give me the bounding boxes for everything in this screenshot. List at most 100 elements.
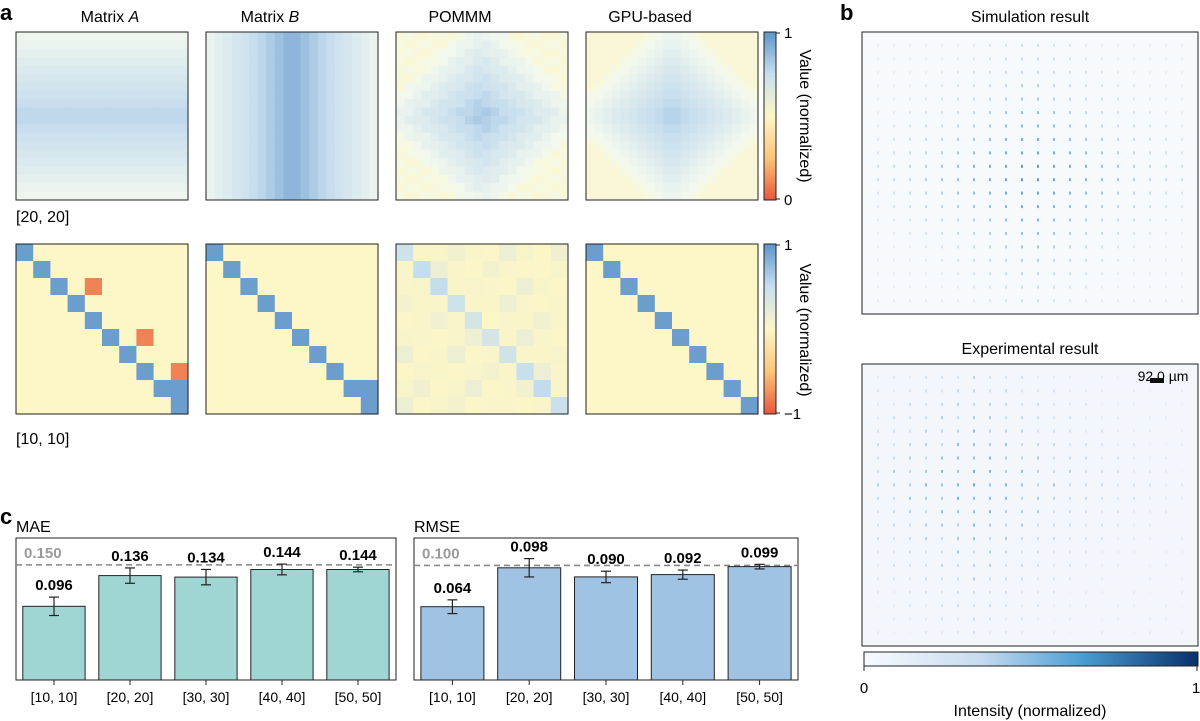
light-spot: [941, 43, 943, 47]
heatmap-cell: [620, 48, 630, 58]
heatmap-cell: [715, 174, 725, 184]
heatmap-cell: [119, 295, 137, 313]
heatmap-cell: [257, 346, 276, 364]
heatmap-cell: [723, 244, 742, 262]
heatmap-cell: [620, 346, 639, 364]
light-spot: [1037, 402, 1039, 406]
heatmap-cell: [41, 132, 51, 142]
light-spot: [989, 604, 991, 608]
value-label: 0.144: [339, 547, 377, 564]
heatmap-cell: [680, 90, 690, 100]
light-spot: [957, 164, 959, 168]
heatmap-cell: [145, 32, 155, 41]
light-spot: [957, 631, 959, 635]
heatmap-cell: [654, 380, 673, 398]
light-spot: [1149, 389, 1151, 393]
heatmap-cell: [283, 48, 293, 58]
light-spot: [1069, 563, 1071, 567]
light-spot: [973, 483, 975, 487]
heatmap-cell: [102, 191, 112, 201]
light-spot: [925, 563, 927, 567]
light-spot: [1133, 245, 1135, 249]
light-spot: [909, 137, 911, 141]
heatmap-cell: [603, 124, 613, 134]
heatmap-cell: [41, 99, 51, 109]
heatmap-cell: [119, 141, 129, 151]
heatmap-cell: [603, 116, 613, 125]
heatmap-cell: [84, 132, 94, 142]
light-spot: [1181, 563, 1183, 567]
heatmap-cell: [421, 40, 431, 50]
heatmap-cell: [637, 278, 656, 296]
heatmap-cell: [317, 82, 327, 92]
light-spot: [1037, 299, 1039, 303]
heatmap-cell: [249, 183, 259, 193]
heatmap-cell: [84, 166, 94, 176]
heatmap-cell: [343, 107, 353, 117]
light-spot: [989, 563, 991, 567]
heatmap-cell: [482, 174, 492, 184]
heatmap-cell: [473, 183, 483, 193]
heatmap-cell: [473, 166, 483, 176]
heatmap-cell: [533, 124, 543, 134]
heatmap-cell: [689, 82, 699, 92]
heatmap-cell: [723, 166, 733, 176]
light-spot: [989, 631, 991, 635]
heatmap-cell: [110, 90, 120, 100]
light-spot: [925, 550, 927, 554]
heatmap-cell: [292, 261, 310, 279]
heatmap-cell: [102, 363, 120, 381]
light-spot: [909, 205, 911, 209]
heatmap-cell: [292, 82, 302, 92]
heatmap-cell: [672, 48, 682, 58]
heatmap-cell: [206, 166, 216, 176]
light-spot: [877, 218, 879, 222]
heatmap-cell: [663, 65, 673, 75]
heatmap-cell: [421, 90, 431, 100]
colorbar-row2-max: 1: [784, 237, 792, 254]
heatmap-cell: [430, 132, 440, 142]
heatmap-cell: [170, 116, 180, 125]
light-spot: [909, 389, 911, 393]
heatmap-cell: [559, 32, 569, 41]
light-spot: [1101, 590, 1103, 594]
heatmap-cell: [732, 132, 742, 142]
heatmap-cell: [266, 124, 276, 134]
heatmap-cell: [266, 82, 276, 92]
light-spot: [1069, 469, 1071, 473]
heatmap-cell: [102, 48, 112, 58]
heatmap-cell: [413, 132, 423, 142]
heatmap-cell: [369, 166, 379, 176]
heatmap-cell: [249, 90, 259, 100]
light-spot: [989, 443, 991, 447]
heatmap-cell: [309, 57, 319, 67]
heatmap-cell: [629, 32, 639, 41]
light-spot: [1037, 285, 1039, 289]
light-spot: [893, 590, 895, 594]
heatmap-cell: [396, 261, 414, 279]
heatmap-cell: [482, 183, 492, 193]
heatmap-cell: [249, 40, 259, 50]
heatmap-cell: [360, 166, 370, 176]
heatmap-cell: [335, 90, 345, 100]
heatmap-cell: [516, 149, 526, 159]
light-spot: [1053, 299, 1055, 303]
heatmap-cell: [740, 363, 759, 381]
light-spot: [1053, 416, 1055, 420]
heatmap-cell: [119, 312, 137, 330]
heatmap-cell: [637, 380, 656, 398]
heatmap-cell: [206, 174, 216, 184]
light-spot: [1021, 631, 1023, 635]
heatmap-cell: [646, 57, 656, 67]
heatmap-cell: [473, 82, 483, 92]
heatmap-cell: [654, 166, 664, 176]
light-spot: [1069, 178, 1071, 182]
heatmap-cell: [533, 158, 543, 167]
light-spot: [1117, 469, 1119, 473]
heatmap-cell: [274, 32, 284, 41]
heatmap-cell: [482, 124, 492, 134]
heatmap-cell: [343, 183, 353, 193]
bar: [420, 606, 485, 681]
heatmap-cell: [525, 132, 535, 142]
heatmap-cell: [396, 74, 406, 83]
